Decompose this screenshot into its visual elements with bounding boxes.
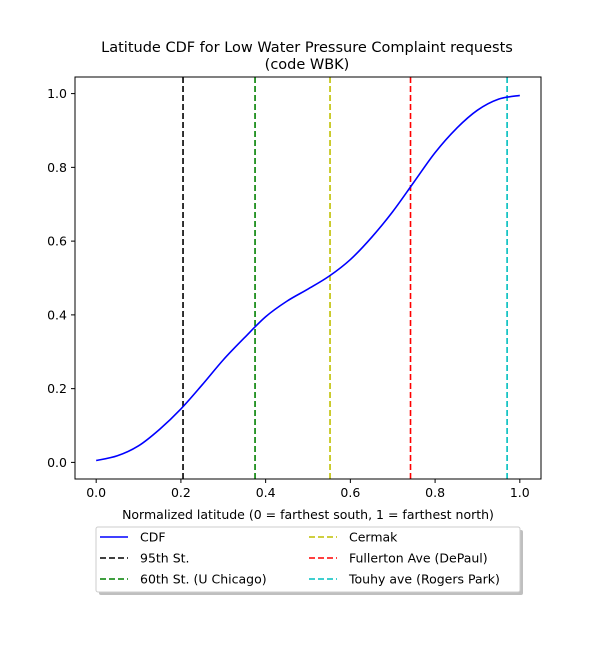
x-tick-label: 1.0 [510, 485, 530, 500]
legend-label-cdf: CDF [140, 530, 166, 545]
series-layer [96, 94, 520, 462]
legend-label-60th-st-u-chicago: 60th St. (U Chicago) [140, 572, 267, 587]
x-tick-label: 0.8 [425, 485, 445, 500]
y-axis-ticks: 0.0 0.2 0.4 0.6 0.8 1.0 [47, 86, 75, 470]
y-tick-label: 0.6 [47, 234, 67, 249]
x-tick-label: 0.4 [256, 485, 276, 500]
x-axis-ticks: 0.0 0.2 0.4 0.6 0.8 1.0 [86, 479, 530, 500]
y-tick-label: 0.4 [47, 307, 67, 322]
y-tick-label: 0.0 [47, 455, 67, 470]
legend-box [95, 526, 521, 593]
chart-title-line1: Latitude CDF for Low Water Pressure Comp… [101, 40, 513, 56]
legend-label-fullerton-ave-depaul: Fullerton Ave (DePaul) [349, 551, 488, 566]
legend: CDF 95th St. 60th St. (U Chicago) Cermak Ful… [95, 526, 523, 595]
x-tick-label: 0.2 [171, 485, 191, 500]
chart-title-line2: (code WBK) [265, 57, 350, 73]
y-tick-label: 0.8 [47, 160, 67, 175]
legend-label-95th-st: 95th St. [140, 551, 190, 566]
y-tick-label: 0.2 [47, 381, 67, 396]
x-tick-label: 0.0 [86, 485, 106, 500]
legend-label-touhy-ave-rogers-park: Touhy ave (Rogers Park) [348, 572, 500, 587]
series-line-cdf [96, 94, 520, 462]
x-axis-label: Normalized latitude (0 = farthest south,… [122, 507, 494, 522]
plot-area [74, 76, 542, 480]
chart-title: Latitude CDF for Low Water Pressure Comp… [101, 40, 513, 73]
x-tick-label: 0.6 [340, 485, 360, 500]
legend-items: CDF 95th St. 60th St. (U Chicago) Cermak Ful… [100, 530, 500, 587]
y-tick-label: 1.0 [47, 86, 67, 101]
reference-lines [182, 77, 508, 479]
legend-label-cermak: Cermak [349, 530, 398, 545]
